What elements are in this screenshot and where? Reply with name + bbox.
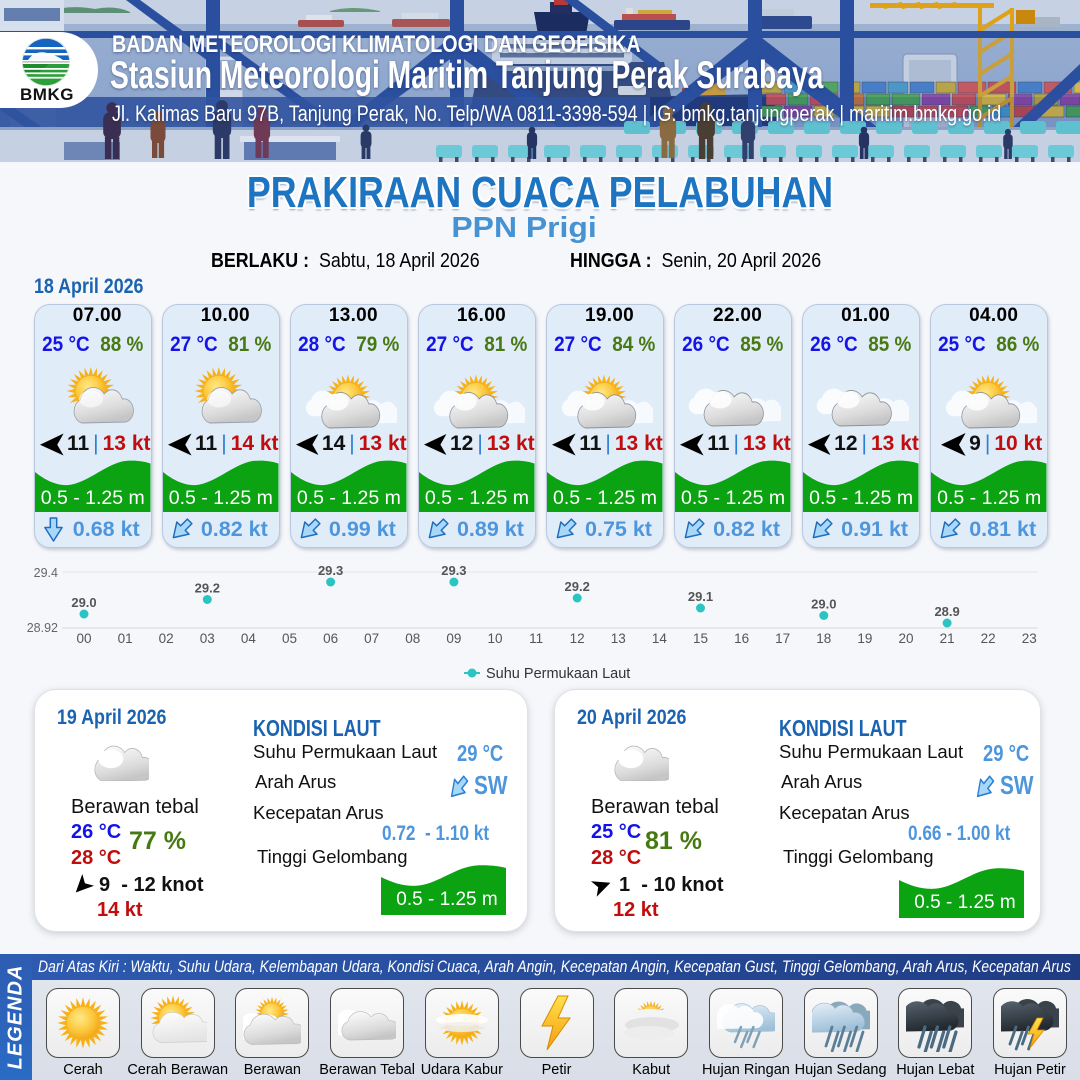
- svg-text:13: 13: [611, 631, 626, 646]
- svg-text:28.9: 28.9: [934, 604, 959, 619]
- svg-text:20: 20: [898, 631, 913, 646]
- svg-text:23: 23: [1022, 631, 1037, 646]
- svg-text:19: 19: [857, 631, 872, 646]
- svg-text:0.5 - 1.25 m: 0.5 - 1.25 m: [396, 889, 497, 910]
- svg-text:09: 09: [446, 631, 461, 646]
- svg-text:03: 03: [200, 631, 215, 646]
- svg-text:29.0: 29.0: [811, 597, 836, 612]
- svg-text:21: 21: [940, 631, 955, 646]
- svg-text:29.3: 29.3: [441, 563, 466, 578]
- svg-text:29.4: 29.4: [34, 566, 58, 580]
- svg-text:29.1: 29.1: [688, 589, 713, 604]
- svg-text:06: 06: [323, 631, 338, 646]
- svg-text:Suhu Permukaan Laut: Suhu Permukaan Laut: [486, 666, 630, 682]
- svg-text:01: 01: [118, 631, 133, 646]
- svg-text:18: 18: [816, 631, 831, 646]
- svg-text:29.0: 29.0: [71, 595, 96, 610]
- svg-text:02: 02: [159, 631, 174, 646]
- svg-text:22: 22: [981, 631, 996, 646]
- svg-text:10: 10: [487, 631, 502, 646]
- svg-text:29.3: 29.3: [318, 563, 343, 578]
- svg-text:05: 05: [282, 631, 297, 646]
- svg-text:00: 00: [76, 631, 91, 646]
- svg-text:07: 07: [364, 631, 379, 646]
- svg-text:08: 08: [405, 631, 420, 646]
- svg-text:11: 11: [529, 631, 543, 646]
- svg-text:29.2: 29.2: [195, 581, 220, 596]
- svg-text:29.2: 29.2: [565, 579, 590, 594]
- svg-text:14: 14: [652, 631, 668, 646]
- svg-text:0.5 - 1.25 m: 0.5 - 1.25 m: [914, 892, 1015, 913]
- svg-text:15: 15: [693, 631, 708, 646]
- svg-text:12: 12: [570, 631, 585, 646]
- svg-text:28.92: 28.92: [27, 621, 58, 635]
- svg-text:04: 04: [241, 631, 257, 646]
- svg-text:17: 17: [775, 631, 790, 646]
- svg-text:16: 16: [734, 631, 749, 646]
